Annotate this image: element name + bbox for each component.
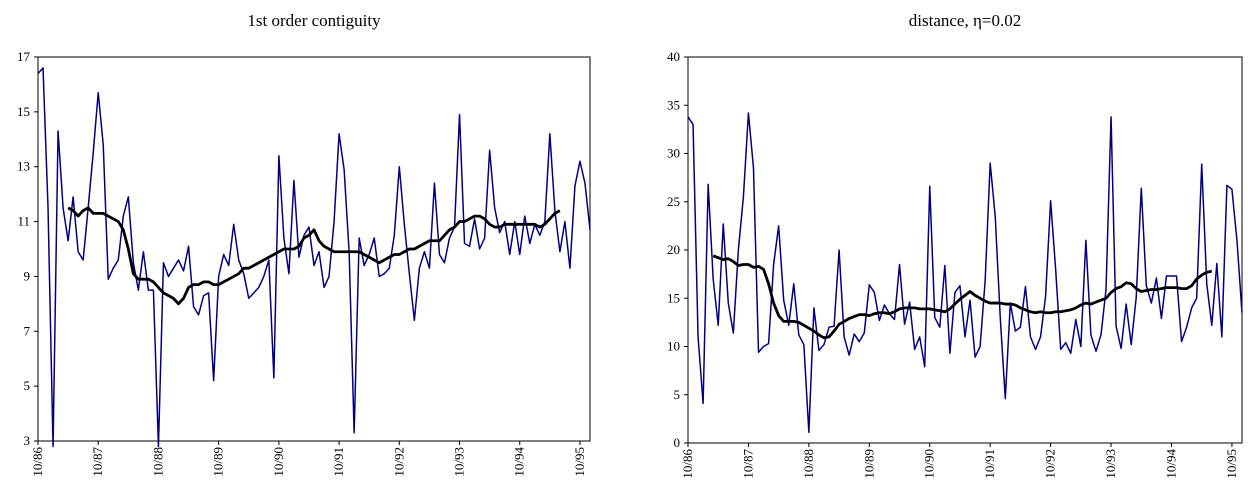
chart-title: distance, η=0.02	[909, 11, 1021, 30]
y-tick-label: 17	[17, 49, 31, 64]
y-tick-label: 10	[667, 339, 680, 354]
x-tick-label: 10/90	[271, 447, 286, 477]
smoothed-line	[712, 254, 1213, 340]
x-tick-label: 10/93	[1103, 449, 1118, 479]
x-tick-label: 10/94	[1163, 449, 1178, 479]
x-tick-label: 10/95	[1224, 449, 1239, 479]
x-tick-label: 10/89	[861, 449, 876, 479]
x-tick-label: 10/92	[391, 447, 406, 477]
x-tick-label: 10/95	[572, 447, 587, 477]
x-tick-label: 10/94	[512, 447, 527, 477]
y-tick-label: 5	[674, 387, 681, 402]
x-tick-label: 10/87	[740, 449, 755, 479]
x-tick-label: 10/89	[211, 447, 226, 477]
y-tick-label: 3	[24, 433, 31, 448]
x-tick-label: 10/91	[982, 449, 997, 479]
data-line	[687, 112, 1243, 434]
x-tick-label: 10/87	[90, 447, 105, 477]
y-tick-label: 35	[667, 97, 680, 112]
smoothed-line	[67, 206, 561, 306]
y-tick-label: 40	[667, 49, 680, 64]
y-tick-label: 7	[24, 323, 31, 338]
chart-title: 1st order contiguity	[247, 11, 381, 30]
x-tick-label: 10/92	[1043, 449, 1058, 479]
x-tick-label: 10/88	[801, 449, 816, 479]
plot-frame	[37, 56, 591, 442]
y-tick-label: 15	[667, 290, 680, 305]
y-tick-label: 15	[17, 104, 30, 119]
y-tick-label: 25	[667, 194, 680, 209]
x-tick-label: 10/90	[922, 449, 937, 479]
x-tick-label: 10/91	[331, 447, 346, 477]
y-tick-label: 9	[24, 268, 31, 283]
y-tick-label: 5	[24, 378, 31, 393]
y-tick-label: 30	[667, 146, 680, 161]
y-tick-label: 20	[667, 242, 680, 257]
x-tick-label: 10/88	[150, 447, 165, 477]
plot-frame	[687, 56, 1243, 444]
x-tick-label: 10/86	[680, 449, 695, 479]
x-tick-label: 10/86	[30, 447, 45, 477]
y-tick-label: 11	[17, 214, 30, 229]
x-tick-label: 10/93	[452, 447, 467, 477]
data-line	[37, 67, 591, 448]
y-tick-label: 13	[17, 159, 30, 174]
y-tick-label: 0	[674, 435, 681, 450]
